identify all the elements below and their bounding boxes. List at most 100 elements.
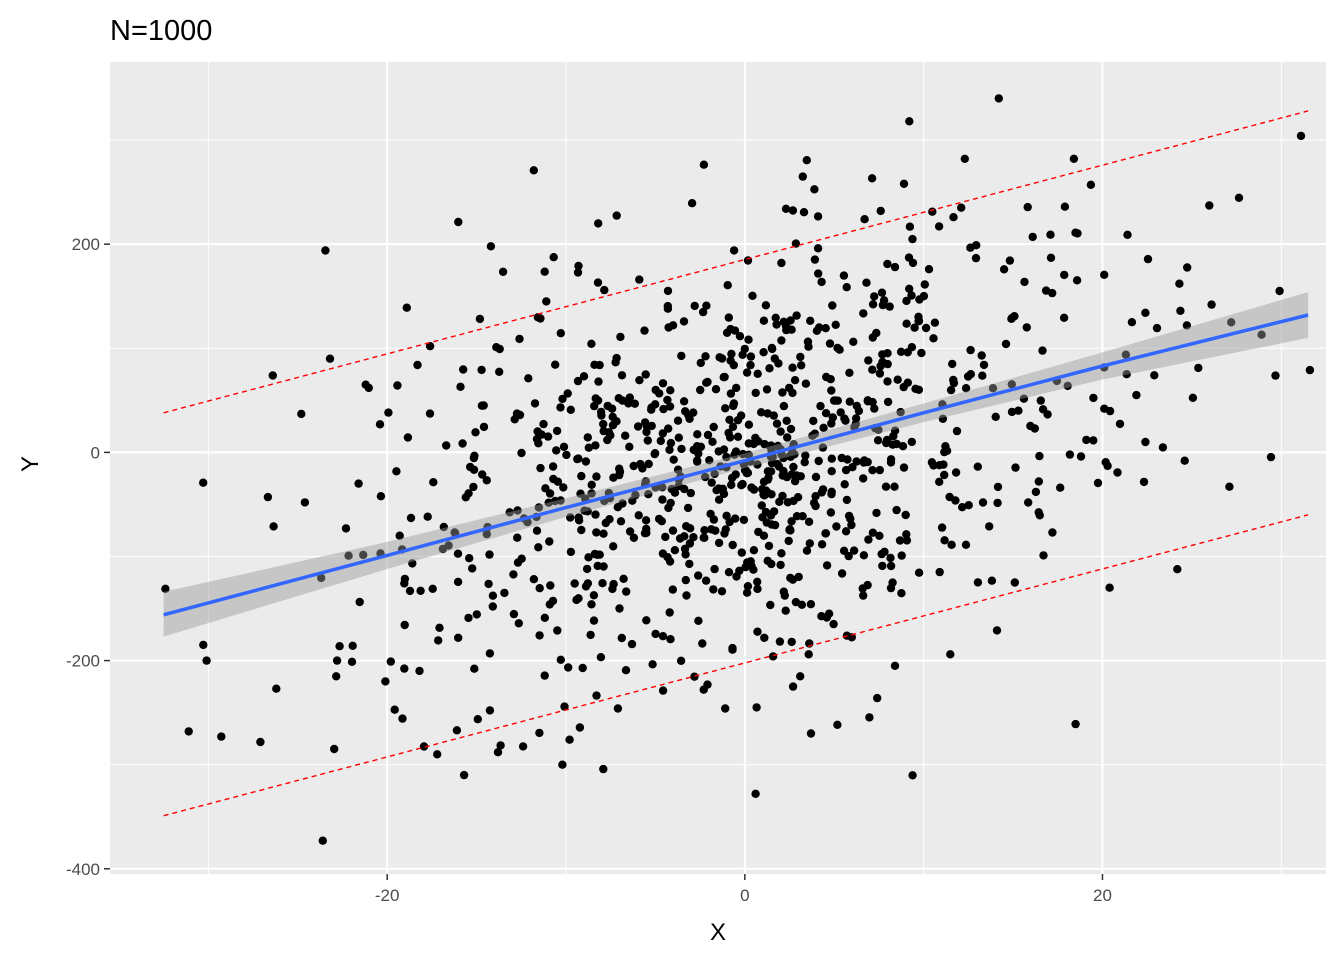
- data-point: [816, 401, 825, 411]
- data-point: [515, 410, 525, 420]
- data-point: [822, 613, 831, 622]
- data-point: [651, 629, 660, 639]
- data-point: [621, 431, 630, 440]
- data-point: [587, 480, 596, 489]
- data-point: [509, 609, 519, 619]
- data-point: [924, 265, 934, 274]
- data-point: [553, 626, 562, 635]
- data-point: [709, 515, 719, 524]
- points-layer: [161, 94, 1315, 845]
- data-point: [581, 582, 591, 591]
- data-point: [791, 239, 801, 248]
- data-point: [760, 439, 769, 449]
- data-point: [665, 557, 675, 566]
- data-point: [405, 586, 415, 596]
- data-point: [535, 728, 544, 738]
- data-point: [694, 449, 703, 458]
- data-point: [722, 328, 732, 337]
- data-point: [641, 370, 650, 379]
- data-point: [529, 575, 539, 584]
- data-point: [621, 666, 631, 675]
- data-point: [897, 551, 906, 560]
- data-point: [1180, 456, 1189, 465]
- data-point: [673, 416, 683, 425]
- data-point: [920, 280, 929, 289]
- data-point: [949, 213, 958, 222]
- data-point: [874, 425, 883, 434]
- data-point: [381, 677, 390, 686]
- data-point: [730, 326, 740, 335]
- data-point: [686, 488, 695, 498]
- data-point: [611, 358, 620, 367]
- data-point: [746, 352, 756, 361]
- data-point: [544, 498, 553, 507]
- data-point: [761, 507, 771, 517]
- data-point: [683, 503, 693, 513]
- data-point: [966, 345, 975, 355]
- data-point: [902, 296, 911, 306]
- data-point: [635, 376, 644, 385]
- data-point: [702, 301, 711, 310]
- data-point: [1143, 254, 1153, 264]
- data-point: [485, 550, 494, 559]
- data-point: [896, 407, 905, 417]
- data-point: [757, 408, 766, 417]
- data-point: [616, 332, 625, 342]
- data-point: [677, 351, 686, 361]
- data-point: [859, 551, 869, 560]
- data-point: [814, 269, 823, 278]
- data-point: [707, 478, 716, 487]
- data-point: [878, 561, 887, 571]
- data-point: [577, 471, 586, 481]
- data-point: [763, 487, 772, 497]
- data-point: [777, 336, 786, 345]
- data-point: [911, 384, 920, 393]
- data-point: [347, 657, 357, 666]
- data-point: [546, 581, 555, 590]
- chart-title: N=1000: [110, 15, 212, 47]
- data-point: [724, 428, 733, 438]
- data-point: [762, 385, 772, 394]
- data-point: [560, 702, 569, 711]
- data-point: [764, 541, 774, 551]
- data-point: [693, 430, 702, 439]
- data-point: [1305, 365, 1315, 375]
- data-point: [766, 600, 775, 610]
- data-point: [470, 664, 479, 673]
- data-point: [484, 579, 493, 589]
- data-point: [947, 540, 956, 549]
- data-point: [268, 371, 277, 380]
- data-point: [721, 404, 730, 413]
- data-point: [269, 522, 278, 531]
- data-point: [781, 606, 790, 615]
- data-point: [642, 528, 651, 538]
- data-point: [647, 405, 656, 414]
- data-point: [534, 543, 543, 552]
- data-point: [658, 549, 668, 558]
- data-point: [872, 328, 881, 338]
- data-point: [689, 533, 698, 542]
- data-point: [515, 334, 524, 344]
- data-point: [629, 461, 638, 471]
- data-point: [789, 462, 798, 472]
- data-point: [642, 616, 651, 625]
- data-point: [908, 234, 917, 244]
- data-point: [674, 433, 683, 442]
- data-point: [890, 426, 900, 435]
- data-point: [1266, 452, 1276, 462]
- data-point: [760, 633, 769, 642]
- data-point: [914, 568, 924, 577]
- data-point: [332, 656, 342, 665]
- data-point: [595, 360, 604, 370]
- data-point: [592, 528, 601, 537]
- data-point: [732, 383, 741, 393]
- data-point: [797, 600, 807, 609]
- data-point: [428, 584, 437, 593]
- data-point: [960, 154, 969, 163]
- data-point: [822, 561, 832, 570]
- data-point: [658, 686, 668, 695]
- data-point: [934, 222, 944, 231]
- y-axis-label: Y: [17, 456, 44, 472]
- data-point: [540, 671, 549, 680]
- data-point: [752, 703, 761, 712]
